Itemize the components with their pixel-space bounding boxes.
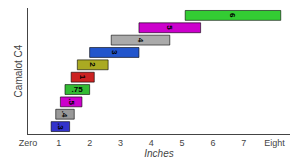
svg-text:4: 4 xyxy=(149,138,154,148)
svg-text:Inches: Inches xyxy=(144,148,173,159)
svg-text:.75: .75 xyxy=(71,85,83,94)
svg-text:5: 5 xyxy=(165,25,174,30)
svg-text:3: 3 xyxy=(110,50,119,55)
svg-text:4: 4 xyxy=(136,38,145,43)
svg-text:Camalot C4: Camalot C4 xyxy=(13,44,24,97)
svg-text:5: 5 xyxy=(180,138,185,148)
svg-text:2: 2 xyxy=(87,138,92,148)
svg-text:2: 2 xyxy=(88,62,97,67)
svg-text:6: 6 xyxy=(210,138,215,148)
svg-text:1: 1 xyxy=(56,138,61,148)
svg-text:6: 6 xyxy=(228,13,237,18)
svg-text:.3: .3 xyxy=(56,123,65,130)
svg-text:7: 7 xyxy=(241,138,246,148)
svg-text:1: 1 xyxy=(78,75,87,80)
svg-text:Zero: Zero xyxy=(19,138,38,148)
svg-text:.5: .5 xyxy=(67,98,76,105)
svg-text:Eight: Eight xyxy=(264,138,285,148)
svg-text:3: 3 xyxy=(118,138,123,148)
svg-text:.4: .4 xyxy=(60,111,69,118)
